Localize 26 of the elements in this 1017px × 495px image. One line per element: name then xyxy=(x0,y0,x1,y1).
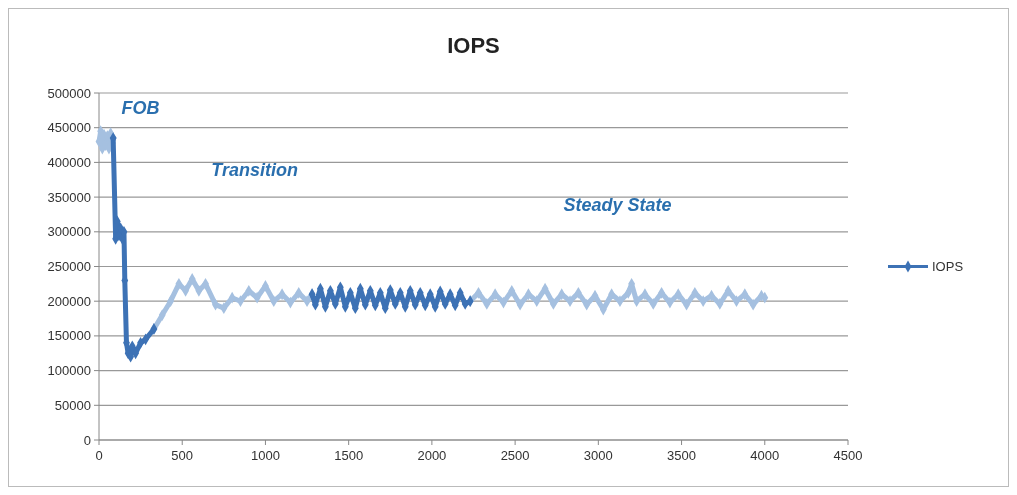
x-tick-label: 3000 xyxy=(583,448,613,463)
x-tick-label: 2500 xyxy=(500,448,530,463)
annotation: FOB xyxy=(121,97,160,118)
x-tick-label: 1000 xyxy=(250,448,280,463)
chart-title: IOPS xyxy=(447,33,500,58)
y-tick-label: 150000 xyxy=(47,328,91,344)
y-tick-label: 350000 xyxy=(47,189,91,205)
legend-label: IOPS xyxy=(932,259,964,275)
x-tick-label: 4000 xyxy=(750,448,780,463)
x-tick-label: 0 xyxy=(95,448,103,463)
annotation: Transition xyxy=(211,160,299,181)
y-tick-label: 250000 xyxy=(47,259,91,275)
annotation: Steady State xyxy=(563,194,672,215)
y-tick-label: 300000 xyxy=(47,224,91,240)
x-tick-label: 1500 xyxy=(334,448,364,463)
y-tick-label: 200000 xyxy=(47,293,91,309)
x-tick-label: 2000 xyxy=(417,448,447,463)
y-tick-label: 400000 xyxy=(47,154,91,170)
y-tick-label: 450000 xyxy=(47,120,91,136)
x-tick-label: 500 xyxy=(171,448,194,463)
y-tick-label: 50000 xyxy=(54,397,91,413)
y-tick-label: 0 xyxy=(83,432,91,448)
x-tick-label: 4500 xyxy=(833,448,863,463)
y-tick-label: 100000 xyxy=(47,363,91,379)
y-tick-label: 500000 xyxy=(47,85,91,101)
x-tick-label: 3500 xyxy=(667,448,697,463)
